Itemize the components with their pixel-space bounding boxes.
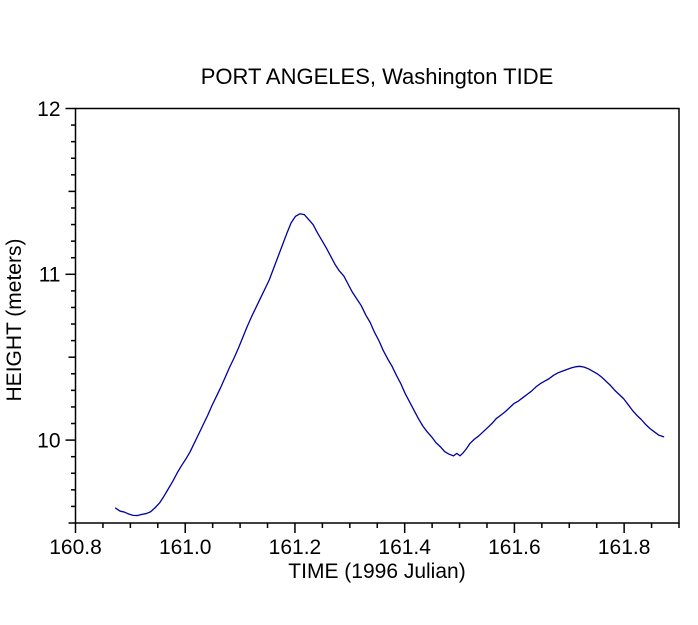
x-axis-ticks [74,523,680,533]
x-tick-label: 160.8 [49,536,102,559]
x-tick-label: 161.4 [378,536,431,559]
x-tick-labels: 160.8 161.0 161.2 161.4 161.6 161.8 [49,536,650,559]
tide-height-series [114,213,665,517]
axis-frame [74,107,680,524]
y-axis-ticks [65,107,76,524]
x-tick-label: 161.2 [269,536,322,559]
tide-height-line [114,213,665,517]
y-tick-label: 12 [37,98,60,121]
x-tick-label: 161.8 [598,536,651,559]
y-tick-label: 10 [37,429,60,452]
chart-title: PORT ANGELES, Washington TIDE [200,64,554,89]
y-tick-labels: 10 11 12 [37,98,60,453]
x-tick-label: 161.0 [159,536,212,559]
x-tick-label: 161.6 [488,536,541,559]
x-axis-title: TIME (1996 Julian) [288,560,466,583]
plot-frame [74,107,680,524]
y-tick-label: 11 [39,264,61,287]
